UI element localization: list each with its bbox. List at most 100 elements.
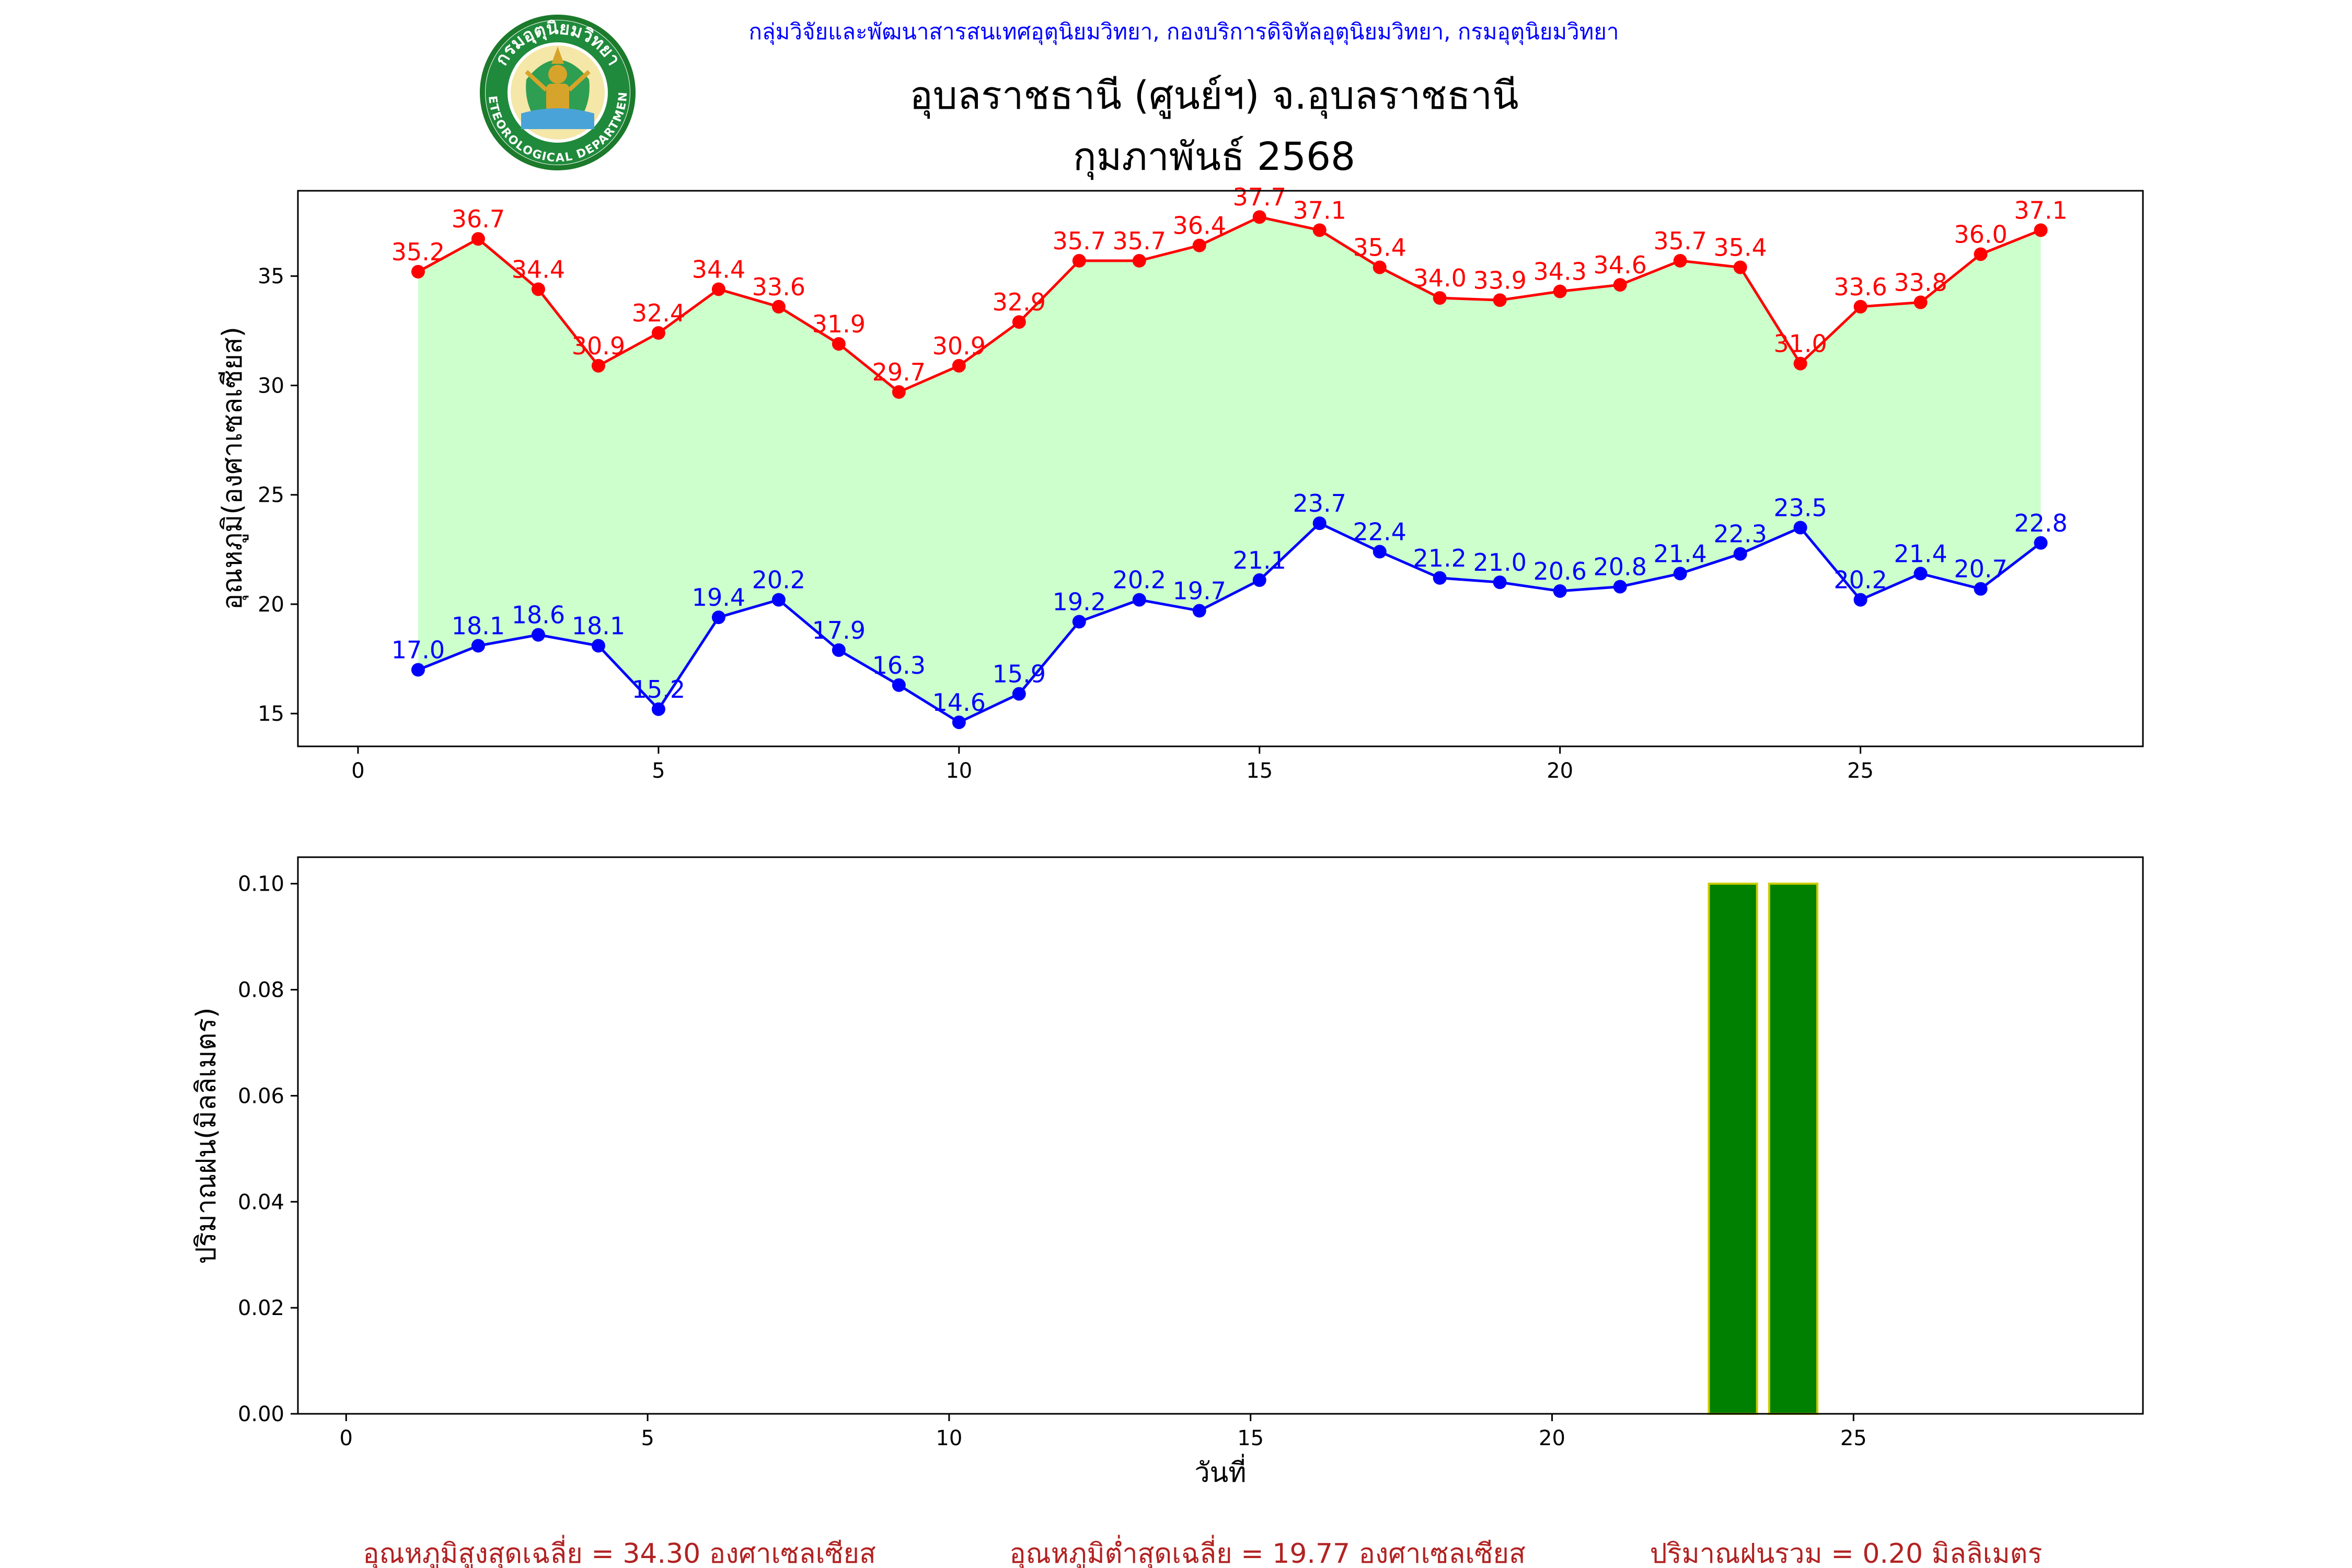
temperature-y-tick-label: 15 bbox=[258, 702, 284, 726]
tmin-data-label: 17.0 bbox=[391, 636, 445, 664]
tmin-point bbox=[531, 628, 545, 642]
tmax-data-label: 35.4 bbox=[1713, 233, 1767, 261]
tmin-data-label: 22.8 bbox=[2014, 509, 2067, 537]
tmin-point bbox=[1132, 593, 1146, 607]
tmin-point bbox=[1493, 575, 1507, 590]
tmin-point bbox=[711, 610, 725, 625]
tmin-data-label: 21.1 bbox=[1233, 546, 1286, 574]
tmax-data-label: 29.7 bbox=[872, 358, 926, 386]
tmin-data-label: 17.9 bbox=[812, 616, 866, 644]
tmax-point bbox=[1192, 238, 1206, 252]
tmin-point bbox=[651, 702, 665, 716]
tmin-point bbox=[411, 663, 425, 677]
tmin-point bbox=[1733, 547, 1747, 561]
tmax-point bbox=[1913, 295, 1928, 309]
rainfall-plot-frame bbox=[297, 856, 2144, 1415]
tmin-data-label: 21.4 bbox=[1653, 539, 1707, 568]
tmax-data-label: 34.4 bbox=[512, 255, 565, 283]
tmax-data-label: 37.7 bbox=[1233, 183, 1286, 211]
agency-line: กลุ่มวิจัยและพัฒนาสารสนเทศอุตุนิยมวิทยา,… bbox=[748, 19, 1619, 45]
tmin-point bbox=[1072, 615, 1086, 629]
tmin-data-label: 21.0 bbox=[1473, 548, 1526, 577]
tmin-data-label: 18.6 bbox=[512, 601, 565, 629]
rainfall-bar bbox=[1768, 882, 1819, 1415]
tmin-data-label: 23.7 bbox=[1293, 489, 1346, 517]
tmax-data-label: 32.4 bbox=[632, 299, 685, 327]
tmin-point bbox=[952, 715, 966, 729]
tmax-point bbox=[1373, 260, 1387, 274]
temperature-x-tick-label: 5 bbox=[652, 759, 665, 783]
tmin-point bbox=[1793, 521, 1807, 535]
tmin-point bbox=[2034, 536, 2048, 550]
summary-average-max: อุณหภูมิสูงสุดเฉลี่ย = 34.30 องศาเซลเซีย… bbox=[363, 1535, 876, 1568]
rainfall-y-tick-label: 0.10 bbox=[238, 872, 284, 896]
temperature-y-tick-label: 35 bbox=[258, 264, 284, 289]
tmax-data-label: 34.3 bbox=[1533, 258, 1586, 286]
tmin-point bbox=[1312, 516, 1327, 531]
tmax-point bbox=[832, 337, 846, 351]
temperature-x-tick-label: 20 bbox=[1547, 759, 1573, 783]
rainfall-chart: 0 5 10 15 20 25 0.00 0.02 0.04 0.06 0.08 0.10 ปริม… bbox=[191, 856, 2144, 1489]
tmax-point bbox=[1433, 291, 1447, 305]
tmax-data-label: 37.1 bbox=[1293, 196, 1346, 224]
tmin-data-label: 20.2 bbox=[1834, 566, 1887, 594]
tmin-data-label: 20.2 bbox=[752, 566, 805, 594]
temperature-plot-frame bbox=[297, 190, 2144, 747]
tmin-point bbox=[1613, 580, 1627, 594]
tmin-data-label: 18.1 bbox=[452, 612, 505, 640]
rainfall-x-tick-label: 10 bbox=[936, 1426, 962, 1450]
temperature-y-tick-label: 25 bbox=[258, 483, 284, 508]
tmin-data-label: 19.7 bbox=[1173, 577, 1226, 605]
summary-average-min: อุณหภูมิต่ำสุดเฉลี่ย = 19.77 องศาเซลเซีย… bbox=[1009, 1535, 1525, 1568]
tmin-point bbox=[1252, 573, 1266, 587]
tmin-point bbox=[1673, 567, 1687, 581]
rainfall-y-tick-label: 0.04 bbox=[238, 1190, 284, 1214]
temperature-y-tick-label: 30 bbox=[258, 374, 284, 398]
tmax-point bbox=[1613, 278, 1627, 292]
tmax-point bbox=[411, 264, 425, 279]
tmax-point bbox=[1853, 299, 1867, 314]
tmax-data-label: 35.7 bbox=[1653, 227, 1707, 255]
rainfall-y-tick-label: 0.08 bbox=[238, 978, 284, 1002]
tmax-point bbox=[1252, 210, 1266, 224]
rainfall-x-tick-label: 5 bbox=[641, 1426, 654, 1450]
tmin-point bbox=[771, 593, 786, 607]
rainfall-y-axis-label: ปริมาณฝน(มิลลิเมตร) bbox=[191, 1007, 222, 1264]
rainfall-x-tick-label: 0 bbox=[340, 1426, 353, 1450]
tmax-data-label: 34.4 bbox=[692, 255, 745, 283]
tmax-point bbox=[531, 282, 545, 296]
tmax-point bbox=[1132, 253, 1146, 268]
tmin-data-label: 22.4 bbox=[1353, 518, 1406, 546]
tmin-data-label: 21.2 bbox=[1413, 544, 1466, 572]
temperature-x-tick-label: 25 bbox=[1847, 759, 1874, 783]
tmax-data-label: 35.7 bbox=[1053, 227, 1106, 255]
tmax-point bbox=[1072, 253, 1086, 268]
tmin-data-label: 14.6 bbox=[932, 688, 986, 717]
tmax-point bbox=[771, 299, 786, 314]
temperature-x-tick-label: 0 bbox=[351, 759, 364, 783]
tmax-data-label: 33.6 bbox=[752, 273, 805, 301]
tmax-data-label: 34.0 bbox=[1413, 264, 1466, 292]
tmax-data-label: 37.1 bbox=[2014, 196, 2067, 224]
tmin-data-label: 20.7 bbox=[1954, 555, 2007, 583]
tmin-data-label: 23.5 bbox=[1773, 493, 1827, 522]
meteorological-department-logo: กรมอุตุนิยมวิทยา METEOROLOGICAL DEPARTME… bbox=[480, 15, 636, 170]
tmax-point bbox=[1553, 284, 1567, 298]
rainfall-bar bbox=[1708, 882, 1758, 1415]
tmin-data-label: 22.3 bbox=[1713, 520, 1767, 548]
tmin-data-label: 21.4 bbox=[1894, 539, 1947, 568]
tmin-point bbox=[1913, 567, 1928, 581]
tmin-data-label: 15.2 bbox=[632, 675, 685, 704]
temperature-range-band bbox=[418, 217, 2041, 722]
tmax-point bbox=[711, 282, 725, 296]
tmax-data-label: 36.0 bbox=[1954, 220, 2007, 248]
rainfall-y-tick-label: 0.06 bbox=[238, 1084, 284, 1108]
tmax-data-label: 35.4 bbox=[1353, 233, 1406, 261]
rainfall-x-axis-label: วันที่ bbox=[1194, 1454, 1246, 1489]
tmin-data-label: 19.2 bbox=[1053, 587, 1106, 616]
tmin-point bbox=[892, 678, 906, 692]
station-title: อุบลราชธานี (ศูนย์ฯ) จ.อุบลราชธานี bbox=[909, 73, 1518, 119]
tmax-data-label: 30.9 bbox=[572, 332, 625, 360]
tmax-data-label: 33.6 bbox=[1834, 273, 1887, 301]
tmin-line bbox=[418, 522, 2042, 724]
